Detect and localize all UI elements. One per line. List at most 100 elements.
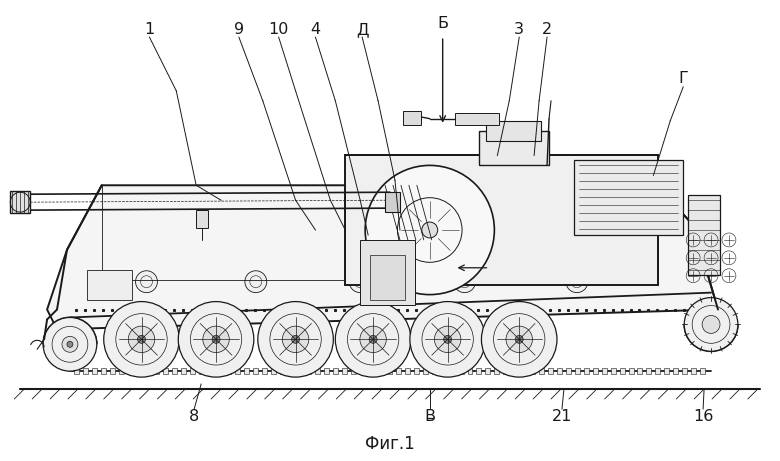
Bar — [619, 368, 625, 374]
Bar — [673, 368, 679, 374]
Bar — [197, 210, 208, 228]
Text: 2: 2 — [542, 22, 552, 37]
Bar — [163, 368, 168, 374]
Bar — [146, 368, 151, 374]
Bar — [700, 368, 705, 374]
Text: 4: 4 — [310, 22, 321, 37]
Bar — [688, 195, 720, 275]
Circle shape — [481, 301, 557, 377]
Bar — [396, 368, 401, 374]
Bar — [485, 368, 491, 374]
Bar — [455, 112, 499, 124]
Text: Д: Д — [356, 22, 368, 37]
Bar — [208, 368, 213, 374]
Bar — [280, 368, 285, 374]
Text: 21: 21 — [551, 409, 573, 425]
Bar — [647, 368, 651, 374]
Bar — [307, 368, 311, 374]
Circle shape — [506, 326, 533, 353]
Bar — [351, 368, 356, 374]
Bar — [441, 368, 445, 374]
Text: 16: 16 — [693, 409, 713, 425]
Bar — [370, 255, 405, 300]
Bar — [181, 368, 186, 374]
Bar — [414, 368, 419, 374]
Circle shape — [360, 326, 386, 353]
Bar — [271, 368, 275, 374]
Bar — [119, 368, 123, 374]
Bar — [665, 368, 669, 374]
Text: 1: 1 — [144, 22, 154, 37]
Text: 3: 3 — [514, 22, 524, 37]
Circle shape — [349, 271, 371, 293]
Bar — [487, 121, 541, 141]
Bar — [548, 368, 553, 374]
Text: 10: 10 — [268, 22, 289, 37]
Polygon shape — [47, 185, 718, 330]
Bar — [691, 368, 696, 374]
Bar — [154, 368, 159, 374]
Bar — [405, 368, 410, 374]
Bar — [611, 368, 615, 374]
Text: Фиг.1: Фиг.1 — [365, 435, 415, 453]
Bar — [190, 368, 195, 374]
Circle shape — [292, 335, 300, 343]
Bar — [199, 368, 204, 374]
Bar — [172, 368, 177, 374]
Circle shape — [43, 318, 97, 371]
Bar — [289, 368, 293, 374]
Bar — [583, 368, 589, 374]
Circle shape — [335, 301, 411, 377]
Bar — [333, 368, 339, 374]
Bar — [459, 368, 463, 374]
Bar — [369, 368, 374, 374]
Bar — [297, 368, 303, 374]
Bar — [495, 368, 499, 374]
Bar — [244, 368, 249, 374]
Circle shape — [62, 337, 78, 352]
Text: Б: Б — [437, 16, 448, 31]
Bar — [682, 368, 687, 374]
Bar — [432, 368, 437, 374]
Bar — [593, 368, 597, 374]
Circle shape — [179, 301, 254, 377]
Circle shape — [410, 301, 485, 377]
Bar — [601, 368, 607, 374]
Circle shape — [136, 271, 158, 293]
Bar — [235, 368, 240, 374]
Bar — [217, 368, 222, 374]
Bar — [557, 368, 562, 374]
Bar — [385, 192, 400, 212]
Bar — [378, 368, 383, 374]
Bar — [387, 368, 392, 374]
Bar — [423, 368, 427, 374]
Circle shape — [434, 326, 461, 353]
Bar — [629, 368, 633, 374]
Bar — [360, 240, 415, 305]
Bar — [480, 130, 549, 165]
Text: В: В — [424, 409, 435, 425]
Bar — [92, 368, 97, 374]
Bar — [346, 155, 658, 285]
Bar — [566, 368, 571, 374]
Circle shape — [245, 271, 267, 293]
Bar — [253, 368, 258, 374]
Circle shape — [444, 335, 452, 343]
Circle shape — [365, 165, 495, 295]
Circle shape — [104, 301, 179, 377]
Circle shape — [566, 271, 588, 293]
Circle shape — [212, 335, 220, 343]
Bar — [128, 368, 133, 374]
Circle shape — [702, 315, 720, 333]
Bar — [83, 368, 88, 374]
Bar — [521, 368, 527, 374]
Bar — [512, 368, 517, 374]
Circle shape — [203, 326, 229, 353]
Bar — [101, 368, 106, 374]
Bar — [637, 368, 643, 374]
Circle shape — [369, 335, 377, 343]
Bar — [136, 368, 141, 374]
Bar — [655, 368, 661, 374]
Bar — [477, 368, 481, 374]
Circle shape — [128, 326, 154, 353]
